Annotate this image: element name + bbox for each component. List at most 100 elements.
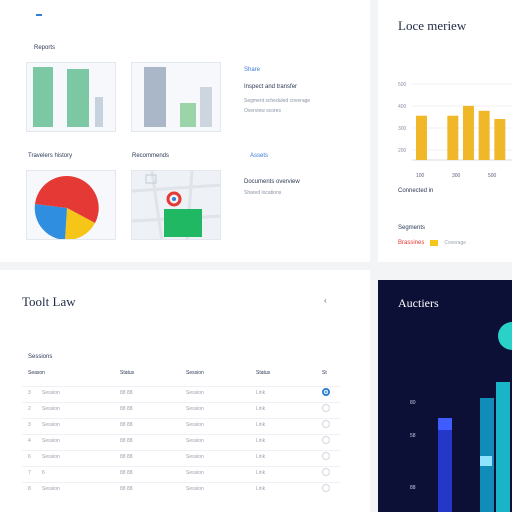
bar[interactable] — [494, 119, 506, 160]
table-cell: Link — [256, 470, 266, 476]
y-tick-label: 300 — [398, 126, 407, 132]
link-assets[interactable]: Assets — [250, 153, 269, 159]
table-cell: 4 — [28, 438, 31, 444]
legend-item-label: Coverage — [444, 240, 467, 246]
row-select-radio[interactable] — [322, 436, 330, 444]
table-cell: 2 — [28, 406, 31, 412]
chart-panel: Loce meriew 500 400 300 200 100 300 500 Connec… — [378, 0, 512, 262]
table-cell: Link — [256, 406, 266, 412]
column-header[interactable]: St — [322, 370, 327, 376]
decor-circle — [498, 322, 512, 350]
table-cell: Session — [42, 438, 60, 444]
link-share-sub2: Overview scores — [244, 108, 281, 114]
bar[interactable] — [416, 115, 427, 160]
table-cell: 88 88 — [120, 454, 133, 460]
table-cell: 8 — [28, 486, 31, 492]
table-cell: Session — [42, 454, 60, 460]
dark-bar-teal — [496, 382, 510, 512]
row-divider — [22, 418, 340, 419]
y-tick-label: 200 — [398, 148, 407, 154]
row-select-radio[interactable] — [322, 388, 330, 396]
bar-chart: 500 400 300 200 100 300 500 — [398, 82, 512, 179]
row-select-radio[interactable] — [322, 404, 330, 412]
table-cell: Session — [42, 422, 60, 428]
column-header[interactable]: Session — [186, 370, 204, 376]
legend-item-label: Brassines — [398, 240, 425, 246]
link-share-sub: Segment scheduled coverage — [244, 98, 311, 104]
table-cell: Session — [42, 406, 60, 412]
table-cell: 88 88 — [120, 422, 133, 428]
bar[interactable] — [478, 110, 490, 160]
x-tick-label: 300 — [452, 173, 461, 179]
legend-title: Segments — [398, 225, 426, 231]
reports-panel: Reports Share Inspect and transfer Segme… — [0, 0, 370, 262]
y-tick-label: 500 — [398, 82, 407, 88]
column-header[interactable]: Season — [28, 370, 45, 376]
table-cell: 88 88 — [120, 390, 133, 396]
table-cell: 88 88 — [120, 486, 133, 492]
row-divider — [22, 402, 340, 403]
thumbnail-map[interactable] — [131, 170, 221, 240]
table-cell: Session — [42, 486, 60, 492]
table-cell: 6 — [42, 470, 45, 476]
row-select-radio[interactable] — [322, 420, 330, 428]
y-tick-label: 400 — [398, 104, 407, 110]
link-assets-sub: Shared locations — [244, 190, 282, 196]
dark-label: 58 — [410, 433, 416, 439]
table-cell: 7 — [28, 470, 31, 476]
dark-bar-blue-cap — [438, 418, 452, 430]
dark-label: 80 — [410, 400, 416, 406]
table-cell: Session — [186, 486, 204, 492]
table-cell: Session — [186, 454, 204, 460]
dark-label: 88 — [410, 485, 416, 491]
table-cell: Session — [186, 390, 204, 396]
card1-title: Travelers history — [28, 153, 73, 159]
x-tick-label: 500 — [488, 173, 497, 179]
table-cell: 88 88 — [120, 470, 133, 476]
table-cell: Session — [186, 438, 204, 444]
link-share[interactable]: Share — [244, 67, 261, 73]
row-divider — [22, 434, 340, 435]
section-label: Sessions — [28, 354, 53, 360]
row-select-radio[interactable] — [322, 468, 330, 476]
dark-panel-title: Auctiers — [398, 296, 439, 310]
legend-swatch — [430, 240, 439, 246]
dark-chart-panel: Auctiers 80 58 88 — [378, 280, 512, 512]
pie-chart-icon — [34, 175, 99, 239]
link-share-text: Inspect and transfer — [244, 84, 298, 90]
table-cell: Session — [186, 470, 204, 476]
row-divider — [22, 386, 340, 387]
column-header[interactable]: Status — [120, 370, 135, 376]
row-divider — [22, 482, 340, 483]
table-cell: Link — [256, 438, 266, 444]
row-divider — [22, 450, 340, 451]
row-select-radio[interactable] — [322, 452, 330, 460]
bar[interactable] — [463, 105, 474, 160]
chevron-icon[interactable]: ‹ — [324, 296, 327, 305]
table-cell: 6 — [28, 454, 31, 460]
table-cell: Session — [186, 406, 204, 412]
table-cell: Session — [42, 390, 60, 396]
thumbnail-green-bars[interactable] — [26, 62, 116, 132]
table-cell: Link — [256, 390, 266, 396]
table-panel: Toolt Law ‹ Sessions Season Status Session… — [0, 270, 370, 512]
row-select-radio[interactable] — [322, 484, 330, 492]
thumbnail-gray-bars[interactable] — [131, 62, 221, 132]
x-tick-label: 100 — [416, 173, 425, 179]
legend: Brassines Coverage — [398, 240, 466, 246]
accent-dash — [36, 14, 42, 16]
dark-bar-cyan-cap — [480, 456, 492, 466]
section-label: Reports — [34, 45, 56, 51]
column-header[interactable]: Status — [256, 370, 271, 376]
table-cell: 3 — [28, 390, 31, 396]
map-icon — [132, 171, 220, 239]
table-cell: 88 88 — [120, 406, 133, 412]
dark-bar-blue — [438, 418, 452, 512]
bar[interactable] — [447, 115, 459, 160]
chart-footer-label: Connected in — [398, 188, 434, 194]
thumbnail-pie-chart[interactable] — [26, 170, 116, 240]
table-cell: Link — [256, 454, 266, 460]
row-divider — [22, 466, 340, 467]
table-cell: Link — [256, 486, 266, 492]
chart-title: Loce meriew — [398, 18, 467, 33]
